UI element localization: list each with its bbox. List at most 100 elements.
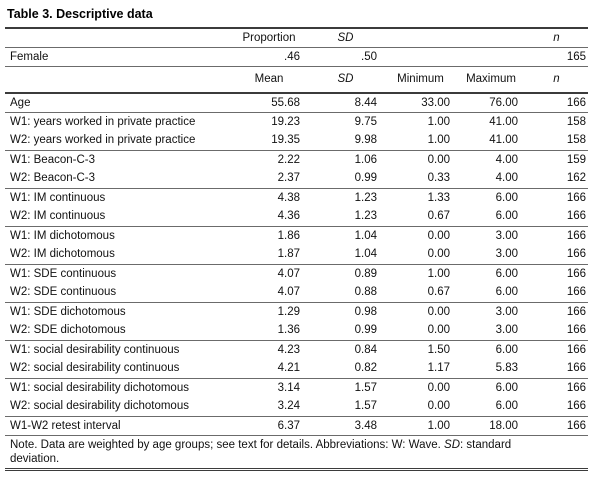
row-label-cell: W1-W2 retest interval bbox=[5, 416, 231, 436]
value-cell: 166 bbox=[566, 191, 586, 204]
value-cell: 6.00 bbox=[495, 381, 518, 394]
column-header-sd-top: SD bbox=[307, 28, 384, 48]
value-cell: 0.00 bbox=[427, 305, 450, 318]
table-row: W1: SDE dichotomous 1.29 0.98 0.00 3.00 166 bbox=[5, 302, 588, 321]
value-cell: 2.37 bbox=[231, 169, 307, 189]
value-cell: 9.98 bbox=[307, 131, 384, 151]
column-header-mean: Mean bbox=[231, 66, 307, 94]
value-cell: 6.00 bbox=[457, 397, 525, 417]
row-label-cell: W1: SDE dichotomous bbox=[10, 305, 126, 318]
empty-value-cell bbox=[384, 47, 457, 67]
value-cell: 166 bbox=[566, 343, 586, 356]
table-row: Age 55.68 8.44 33.00 76.00 166 bbox=[5, 93, 588, 113]
value-cell: 158 bbox=[566, 115, 586, 128]
value-cell: 4.21 bbox=[231, 359, 307, 379]
value-cell: 165 bbox=[525, 47, 588, 67]
row-label-cell: Age bbox=[5, 93, 231, 113]
note-section: Note. Data are weighted by age groups; s… bbox=[5, 435, 588, 471]
value-cell: 4.00 bbox=[495, 153, 518, 166]
value-cell: 4.36 bbox=[231, 207, 307, 227]
empty-header-cell bbox=[384, 28, 457, 48]
row-label-cell: W2: IM dichotomous bbox=[5, 245, 231, 265]
value-cell: 166 bbox=[525, 416, 588, 436]
value-cell: 1.57 bbox=[354, 381, 377, 394]
value-cell: 6.00 bbox=[495, 191, 518, 204]
value-cell: 166 bbox=[525, 397, 588, 417]
value-cell: 166 bbox=[566, 229, 586, 242]
value-cell: 166 bbox=[525, 283, 588, 303]
value-cell: 0.33 bbox=[384, 169, 457, 189]
value-cell: 6.00 bbox=[457, 207, 525, 227]
value-cell: 41.00 bbox=[457, 131, 525, 151]
value-cell: 1.23 bbox=[307, 207, 384, 227]
row-label-cell: W2: IM continuous bbox=[5, 207, 231, 227]
value-cell: 8.44 bbox=[307, 93, 384, 113]
value-cell: 0.67 bbox=[384, 283, 457, 303]
value-cell: 1.50 bbox=[427, 343, 450, 356]
value-cell: 1.86 bbox=[277, 229, 300, 242]
table-row: W2: years worked in private practice 19.3… bbox=[5, 131, 588, 151]
value-cell: 3.14 bbox=[277, 381, 300, 394]
proportion-header-row: Proportion SD n bbox=[5, 28, 588, 48]
row-label-cell: W1: years worked in private practice bbox=[10, 115, 196, 128]
column-header-n-top: n bbox=[525, 28, 588, 48]
table-row: W2: social desirability continuous 4.21 0.… bbox=[5, 359, 588, 379]
value-cell: 3.00 bbox=[457, 321, 525, 341]
table-row: W1-W2 retest interval 6.37 3.48 1.00 18.00 16… bbox=[5, 416, 588, 436]
female-row: Female .46 .50 165 bbox=[5, 47, 588, 67]
value-cell: 166 bbox=[525, 245, 588, 265]
value-cell: 166 bbox=[525, 93, 588, 113]
table-row: W1: SDE continuous 4.07 0.89 1.00 6.00 166 bbox=[5, 264, 588, 283]
value-cell: 2.22 bbox=[277, 153, 300, 166]
value-cell: 0.82 bbox=[307, 359, 384, 379]
table-row: W2: SDE dichotomous 1.36 0.99 0.00 3.00 166 bbox=[5, 321, 588, 341]
column-header-minimum: Minimum bbox=[384, 66, 457, 94]
value-cell: 0.00 bbox=[427, 229, 450, 242]
row-label-cell: W2: social desirability continuous bbox=[5, 359, 231, 379]
row-label-cell: Female bbox=[5, 47, 231, 67]
value-cell: 1.29 bbox=[277, 305, 300, 318]
value-cell: 0.00 bbox=[427, 153, 450, 166]
table-row: W2: Beacon-C-3 2.37 0.99 0.33 4.00 162 bbox=[5, 169, 588, 189]
empty-header-cell bbox=[5, 66, 231, 94]
value-cell: 41.00 bbox=[489, 115, 518, 128]
value-cell: 4.38 bbox=[277, 191, 300, 204]
value-cell: 18.00 bbox=[457, 416, 525, 436]
table-title: Table 3. Descriptive data bbox=[7, 7, 153, 21]
table-row: W1: Beacon-C-3 2.22 1.06 0.00 4.00 159 bbox=[5, 150, 588, 169]
value-cell: 159 bbox=[566, 153, 586, 166]
value-cell: 55.68 bbox=[231, 93, 307, 113]
row-label-cell: W1: Beacon-C-3 bbox=[10, 153, 96, 166]
value-cell: 1.33 bbox=[427, 191, 450, 204]
value-cell: 3.00 bbox=[495, 305, 518, 318]
main-header-row: Mean SD Minimum Maximum n bbox=[5, 66, 588, 94]
value-cell: 1.57 bbox=[307, 397, 384, 417]
value-cell: 0.84 bbox=[354, 343, 377, 356]
table-row: W1: years worked in private practice 19.2… bbox=[5, 112, 588, 131]
value-cell: 166 bbox=[566, 267, 586, 280]
row-label-cell: W2: Beacon-C-3 bbox=[5, 169, 231, 189]
value-cell: 6.00 bbox=[457, 283, 525, 303]
value-cell: 3.00 bbox=[457, 245, 525, 265]
value-cell: 3.24 bbox=[231, 397, 307, 417]
value-cell: 0.88 bbox=[307, 283, 384, 303]
value-cell: 166 bbox=[566, 381, 586, 394]
table-row: W1: social desirability dichotomous 3.14 1… bbox=[5, 378, 588, 397]
value-cell: 166 bbox=[525, 321, 588, 341]
value-cell: 166 bbox=[525, 359, 588, 379]
value-cell: 4.23 bbox=[277, 343, 300, 356]
value-cell: 0.98 bbox=[354, 305, 377, 318]
table-row: W2: SDE continuous 4.07 0.88 0.67 6.00 166 bbox=[5, 283, 588, 303]
value-cell: 0.00 bbox=[384, 397, 457, 417]
value-cell: 9.75 bbox=[354, 115, 377, 128]
value-cell: 0.00 bbox=[384, 245, 457, 265]
row-label-cell: W2: SDE dichotomous bbox=[5, 321, 231, 341]
row-label-cell: W2: social desirability dichotomous bbox=[5, 397, 231, 417]
value-cell: 3.48 bbox=[307, 416, 384, 436]
value-cell: 1.23 bbox=[354, 191, 377, 204]
note-line-2: deviation. bbox=[10, 452, 60, 465]
value-cell: 6.00 bbox=[495, 343, 518, 356]
value-cell: 0.00 bbox=[384, 321, 457, 341]
value-cell: 5.83 bbox=[457, 359, 525, 379]
table-row: W1: IM continuous 4.38 1.23 1.33 6.00 166 bbox=[5, 188, 588, 207]
